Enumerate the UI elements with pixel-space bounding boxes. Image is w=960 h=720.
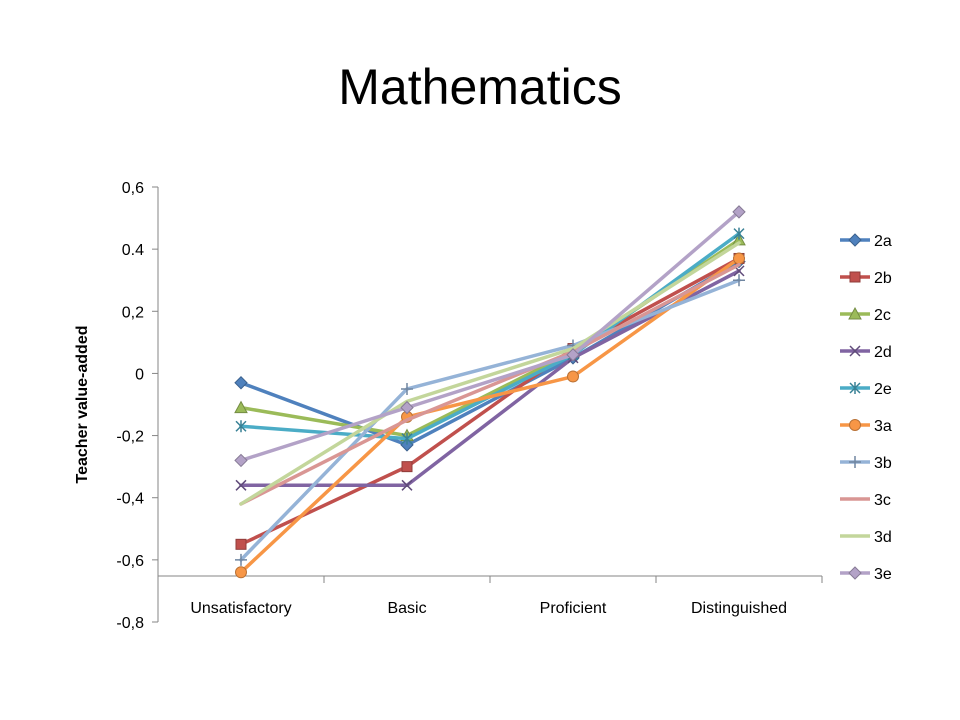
- y-tick-label: -0,6: [116, 553, 144, 570]
- data-point-2e: [235, 420, 247, 433]
- data-point-2e: [733, 227, 745, 240]
- data-point-3b: [235, 553, 247, 566]
- y-tick-label: -0,8: [116, 615, 144, 632]
- legend-marker: [848, 233, 862, 247]
- legend-marker: [849, 456, 861, 468]
- x-tick-labels: Unsatisfactory Basic Proficient Distinguish…: [190, 600, 787, 617]
- legend-label: 2c: [874, 307, 891, 324]
- legend-marker: [848, 306, 862, 320]
- legend[interactable]: 2a 2b 2c 2d 2e 3a 3b 3c 3d 3e: [840, 233, 892, 583]
- x-tick-label: Unsatisfactory: [190, 600, 291, 617]
- series-line-3a: [239, 256, 741, 575]
- data-point-3e: [732, 205, 746, 219]
- y-tick-label: 0,2: [122, 304, 144, 321]
- series-3d: [239, 241, 741, 506]
- y-tick-labels: 0,6 0.4 0,2 0 -0,2 -0,4 -0,6 -0,8: [116, 180, 144, 632]
- legend-item-2a[interactable]: 2a: [840, 233, 892, 250]
- data-point-3e: [234, 453, 248, 468]
- legend-label: 2a: [874, 233, 892, 250]
- data-point-3b: [733, 274, 745, 287]
- legend-item-2d[interactable]: 2d: [840, 344, 892, 361]
- series-2e: [235, 227, 745, 445]
- series-line-3b: [239, 278, 741, 562]
- data-point-2b: [235, 538, 247, 550]
- legend-label: 2e: [874, 381, 892, 398]
- series-line-3d: [239, 241, 741, 506]
- legend-item-3d[interactable]: 3d: [840, 529, 892, 546]
- data-point-3e: [400, 400, 414, 415]
- data-point-2c: [234, 400, 248, 414]
- data-point-2d: [401, 479, 413, 491]
- legend-label: 3c: [874, 492, 891, 509]
- series-line-3c: [239, 262, 741, 506]
- legend-item-2c[interactable]: 2c: [840, 306, 891, 324]
- data-point-3a: [733, 252, 745, 265]
- data-point-3a: [567, 370, 579, 383]
- legend-item-2b[interactable]: 2b: [840, 270, 892, 287]
- legend-marker: [849, 419, 861, 431]
- legend-item-3e[interactable]: 3e: [840, 566, 892, 583]
- legend-marker: [848, 566, 862, 580]
- series-2d: [235, 265, 745, 491]
- data-point-3a: [235, 566, 247, 579]
- x-tick-label: Proficient: [540, 600, 607, 617]
- series-line-2b: [239, 256, 741, 547]
- legend-label: 3e: [874, 566, 892, 583]
- data-point-2b: [401, 461, 413, 473]
- series-line-3e: [239, 210, 741, 463]
- legend-label: 2b: [874, 270, 892, 287]
- data-point-3b: [401, 382, 413, 395]
- data-point-2e: [401, 432, 413, 445]
- x-tick-label: Basic: [387, 600, 426, 617]
- series-3a: [235, 252, 745, 579]
- legend-label: 3d: [874, 529, 892, 546]
- data-point-3e: [566, 348, 580, 362]
- data-point-2d: [235, 479, 247, 491]
- y-axis-label: Teacher value-added: [74, 326, 91, 484]
- axes: [152, 186, 823, 623]
- data-point-2a: [234, 376, 248, 390]
- series-lines: [234, 205, 746, 579]
- legend-label: 3a: [874, 418, 892, 435]
- legend-marker: [849, 382, 861, 394]
- legend-marker: [849, 345, 861, 357]
- y-tick-label: -0,4: [116, 491, 144, 508]
- legend-item-3a[interactable]: 3a: [840, 418, 892, 435]
- chart-title: Mathematics: [338, 59, 622, 115]
- y-tick-label: -0,2: [116, 429, 144, 446]
- legend-label: 3b: [874, 455, 892, 472]
- legend-marker: [849, 271, 861, 283]
- series-3c: [239, 262, 741, 506]
- y-tick-label: 0,6: [122, 180, 144, 197]
- y-tick-label: 0.4: [122, 242, 144, 259]
- legend-item-3b[interactable]: 3b: [840, 455, 892, 472]
- x-tick-label: Distinguished: [691, 600, 787, 617]
- legend-label: 2d: [874, 344, 892, 361]
- y-tick-label: 0: [135, 366, 144, 383]
- legend-item-3c[interactable]: 3c: [840, 492, 891, 509]
- series-3e: [234, 205, 746, 468]
- legend-item-2e[interactable]: 2e: [840, 381, 892, 398]
